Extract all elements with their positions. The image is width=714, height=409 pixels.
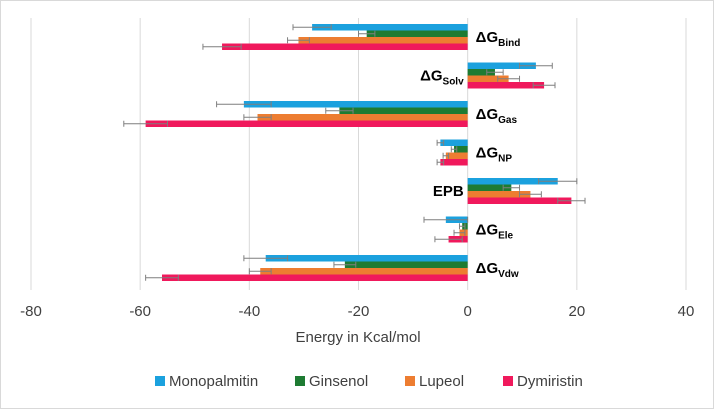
error-bar-lupeol (243, 114, 272, 121)
bar-ginsenol (454, 146, 468, 153)
bar-monopalmitin (467, 62, 536, 69)
bar-monopalmitin (440, 139, 468, 146)
bar-dymiristin (222, 43, 468, 50)
bar-dymiristin (162, 274, 468, 281)
bar-monopalmitin (467, 178, 558, 185)
category-label: ΔGSolv (420, 68, 464, 88)
legend-swatch (155, 376, 165, 386)
legend-swatch (295, 376, 305, 386)
error-bar-monopalmitin (292, 24, 332, 31)
x-tick-label: 0 (463, 303, 471, 320)
category-label: ΔGBind (476, 29, 521, 49)
category-label: EPB (433, 183, 464, 200)
bar-ginsenol (339, 107, 468, 114)
bar-monopalmitin (243, 101, 468, 108)
bar-ginsenol (344, 261, 468, 268)
legend-item-dymiristin: Dymiristin (503, 373, 583, 390)
error-bar-dymiristin (145, 274, 179, 281)
error-bar-monopalmitin (519, 62, 553, 69)
error-bar-dymiristin (434, 236, 463, 243)
error-bar-dymiristin (436, 159, 445, 166)
error-bar-lupeol (248, 268, 272, 275)
category-label: ΔGNP (476, 145, 513, 165)
error-bar-ginsenol (450, 146, 458, 153)
bar-lupeol (467, 75, 509, 82)
error-bar-monopalmitin (436, 139, 445, 146)
legend-item-lupeol: Lupeol (405, 373, 464, 390)
error-bar-monopalmitin (243, 255, 289, 262)
error-bar-lupeol (497, 75, 521, 82)
x-tick-label: -20 (348, 303, 370, 320)
legend-item-ginsenol: Ginsenol (295, 373, 368, 390)
bar-dymiristin (467, 82, 545, 89)
bar-dymiristin (467, 197, 572, 204)
error-bar-lupeol (519, 191, 542, 198)
error-bars (123, 24, 586, 281)
error-bar-dymiristin (532, 82, 556, 89)
error-bar-ginsenol (458, 223, 466, 230)
legend-label: Ginsenol (309, 373, 368, 390)
category-label: ΔGVdw (476, 260, 519, 280)
error-bar-ginsenol (333, 261, 357, 268)
error-bar-lupeol (442, 152, 450, 159)
bar-dymiristin (145, 120, 468, 127)
bar-monopalmitin (265, 255, 468, 262)
x-tick-labels: -80 -60 -40 -20 0 20 40 (20, 303, 694, 320)
category-label: ΔGGas (476, 106, 518, 126)
error-bar-monopalmitin (423, 216, 469, 223)
error-bar-monopalmitin (538, 178, 578, 185)
bar-ginsenol (467, 69, 495, 76)
error-bar-lupeol (287, 37, 310, 44)
legend-swatch (405, 376, 415, 386)
bar-lupeol (260, 268, 468, 275)
x-tick-label: -80 (20, 303, 42, 320)
bar-monopalmitin (312, 24, 468, 31)
bar-lupeol (298, 37, 468, 44)
x-tick-label: 20 (568, 303, 585, 320)
x-axis-label: Energy in Kcal/mol (295, 329, 420, 346)
bar-lupeol (445, 152, 468, 159)
error-bar-dymiristin (557, 197, 586, 204)
bar-ginsenol (467, 184, 512, 191)
legend-label: Monopalmitin (169, 373, 258, 390)
x-tick-label: -40 (238, 303, 260, 320)
error-bar-dymiristin (123, 120, 168, 127)
error-bar-ginsenol (325, 107, 354, 114)
bar-dymiristin (440, 159, 468, 166)
bar-ginsenol (366, 30, 468, 37)
bar-lupeol (467, 191, 531, 198)
legend-swatch (503, 376, 513, 386)
x-tick-label: -60 (129, 303, 151, 320)
x-tick-label: 40 (678, 303, 695, 320)
legend-label: Dymiristin (517, 373, 583, 390)
bar-lupeol (257, 114, 468, 121)
category-label: ΔGEle (476, 222, 514, 242)
error-bar-lupeol (453, 229, 466, 236)
error-bar-monopalmitin (216, 101, 272, 108)
legend-label: Lupeol (419, 373, 464, 390)
error-bar-dymiristin (202, 43, 242, 50)
error-bar-ginsenol (358, 30, 376, 37)
category-labels: ΔGBind ΔGSolv ΔGGas ΔGNP EPB ΔGEle ΔGVdw (420, 29, 520, 280)
error-bar-ginsenol (486, 69, 504, 76)
legend: Monopalmitin Ginsenol Lupeol Dymiristin (155, 373, 583, 390)
legend-item-monopalmitin: Monopalmitin (155, 373, 258, 390)
error-bar-ginsenol (502, 184, 521, 191)
